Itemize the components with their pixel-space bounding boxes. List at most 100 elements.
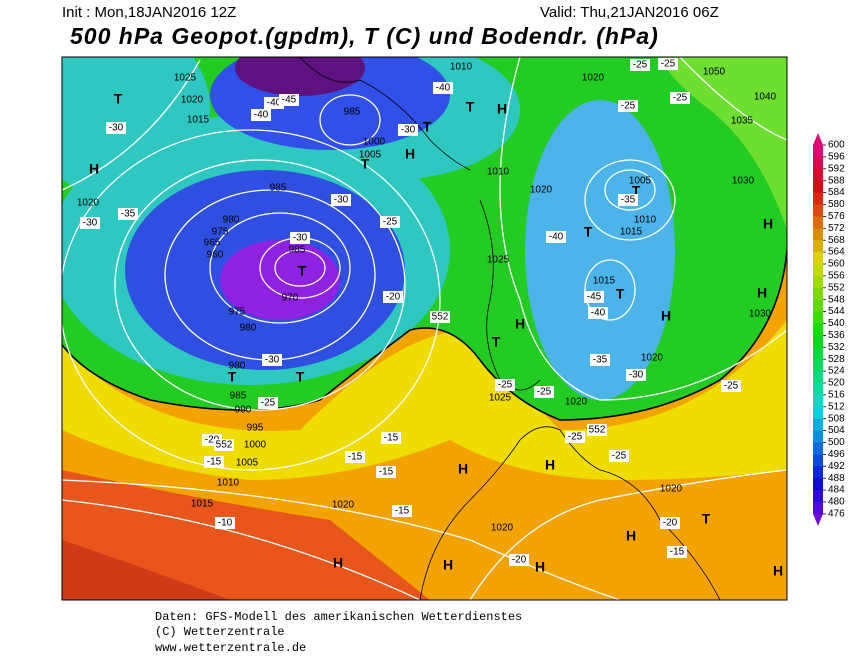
temperature-label: -25 <box>568 432 583 443</box>
pressure-center: T <box>114 91 123 107</box>
temperature-label-box <box>106 122 126 134</box>
contour-label-box <box>587 424 607 436</box>
pressure-center: H <box>443 557 453 573</box>
temperature-label: -10 <box>218 518 233 529</box>
isobar-label: 1020 <box>660 484 683 495</box>
map-frame <box>61 56 788 601</box>
field-cyan <box>62 57 210 200</box>
field-purple <box>220 240 340 320</box>
colorbar-label: 484 <box>828 485 845 496</box>
colorbar-segment <box>813 168 823 182</box>
temperature-label: -35 <box>621 195 636 206</box>
temperature-label-box <box>345 451 365 463</box>
colorbar-label: 496 <box>828 449 845 460</box>
pressure-center: H <box>773 563 783 579</box>
temperature-label-box <box>215 517 235 529</box>
temperature-label: -25 <box>621 101 636 112</box>
isobar-label: 1030 <box>732 176 755 187</box>
colorbar-label: 520 <box>828 378 845 389</box>
pressure-center: T <box>584 224 593 240</box>
isobar-label: 990 <box>235 405 252 416</box>
isobar-label: 1015 <box>191 499 214 510</box>
temperature-label: -25 <box>612 451 627 462</box>
pressure-center: H <box>405 146 415 162</box>
temperature-label: -25 <box>537 387 552 398</box>
colorbar-label: 576 <box>828 211 845 222</box>
isobar-label: 985 <box>289 245 306 256</box>
temperature-label: -40 <box>267 98 282 109</box>
temperature-label-box <box>670 92 690 104</box>
colorbar-label: 588 <box>828 175 845 186</box>
temperature-label-box <box>626 369 646 381</box>
colorbar-label: 600 <box>828 140 845 151</box>
isobar-label: 985 <box>344 107 361 118</box>
temperature-label: -40 <box>254 110 269 121</box>
colorbar-arrow-top <box>813 133 823 145</box>
temperature-label-box <box>262 354 282 366</box>
field-lightblue <box>525 100 675 400</box>
isobar-label: 1015 <box>593 276 616 287</box>
colorbar-label: 540 <box>828 318 845 329</box>
isobar-label: 965 <box>204 238 221 249</box>
temperature-label: -25 <box>633 60 648 71</box>
contour-552 <box>62 249 787 421</box>
colorbar-label: 504 <box>828 425 845 436</box>
colorbar-segment <box>813 323 823 336</box>
map-labels: 1025102010151020985100010059859809759659… <box>77 58 783 579</box>
colorbar-segment <box>813 359 823 372</box>
footer-url: www.wetterzentrale.de <box>155 641 306 655</box>
pressure-center: H <box>545 457 555 473</box>
footer-data-source: Daten: GFS-Modell des amerikanischen Wet… <box>155 610 522 624</box>
isobar-label: 1020 <box>332 500 355 511</box>
isobar-label: 1020 <box>641 353 664 364</box>
temperature-label: -40 <box>591 308 606 319</box>
colorbar-label: 568 <box>828 235 845 246</box>
colorbar-arrow-bottom <box>813 513 823 526</box>
isobar-label: 1010 <box>217 478 240 489</box>
colorbar-label: 564 <box>828 247 845 258</box>
isobar-label: 995 <box>247 423 264 434</box>
temperature-label: -15 <box>670 547 685 558</box>
contour-label: 552 <box>216 440 233 451</box>
isobar-label: 1035 <box>731 116 754 127</box>
pressure-center: T <box>298 263 307 279</box>
temperature-label-box <box>80 217 100 229</box>
pressure-center: T <box>632 183 641 199</box>
temperature-label-box <box>721 380 741 392</box>
temperature-label-box <box>279 94 299 106</box>
temperature-label: -25 <box>673 93 688 104</box>
temperature-label: -30 <box>293 233 308 244</box>
temperature-label: -40 <box>436 83 451 94</box>
colorbar-label: 572 <box>828 223 845 234</box>
colorbar-label: 560 <box>828 259 845 270</box>
field-darkred <box>62 540 230 600</box>
isobar-label: 1030 <box>749 309 772 320</box>
colorbar-segment <box>813 490 823 503</box>
contour-label: 552 <box>589 425 606 436</box>
contour-label: 552 <box>432 312 449 323</box>
temperature-label-box <box>534 386 554 398</box>
temperature-label: -30 <box>83 218 98 229</box>
temperature-label-box <box>588 307 608 319</box>
temperature-label-box <box>392 505 412 517</box>
colorbar-label: 492 <box>828 461 845 472</box>
temperature-label-box <box>660 517 680 529</box>
colorbar-label: 524 <box>828 366 845 377</box>
colorbar-label: 536 <box>828 330 845 341</box>
colorbar-segment <box>813 240 823 253</box>
temperature-label: -25 <box>724 381 739 392</box>
colorbar-segment <box>813 430 823 443</box>
colorbar-label: 476 <box>828 509 845 520</box>
colorbar-label: 544 <box>828 306 845 317</box>
isobar-label: 1015 <box>187 115 210 126</box>
colorbar-segment <box>813 442 823 455</box>
colorbar-label: 548 <box>828 294 845 305</box>
temperature-label: -45 <box>587 292 602 303</box>
temperature-label: -15 <box>207 457 222 468</box>
pressure-center: T <box>492 334 501 350</box>
temperature-label: -45 <box>282 95 297 106</box>
colorbar-segment <box>813 264 823 277</box>
pressure-center: H <box>89 161 99 177</box>
isobar-label: 980 <box>229 361 246 372</box>
isobar-label: 1015 <box>620 227 643 238</box>
